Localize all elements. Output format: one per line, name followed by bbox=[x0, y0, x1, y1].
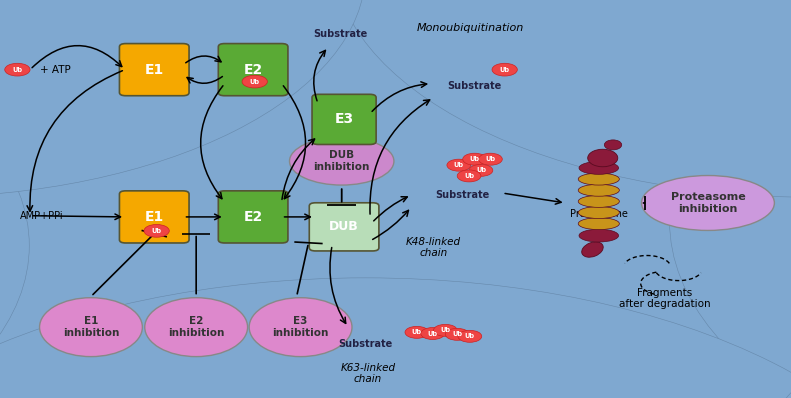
Text: Substrate: Substrate bbox=[436, 190, 490, 200]
Circle shape bbox=[433, 324, 457, 336]
Circle shape bbox=[0, 125, 791, 398]
Text: K48-linked
chain: K48-linked chain bbox=[406, 237, 461, 258]
Circle shape bbox=[0, 19, 791, 398]
Text: Ub: Ub bbox=[152, 228, 161, 234]
FancyBboxPatch shape bbox=[218, 191, 288, 243]
FancyBboxPatch shape bbox=[309, 203, 379, 251]
Ellipse shape bbox=[642, 176, 774, 230]
Ellipse shape bbox=[578, 184, 619, 196]
Text: E3: E3 bbox=[335, 112, 354, 127]
Circle shape bbox=[0, 0, 365, 197]
Circle shape bbox=[421, 328, 445, 339]
FancyBboxPatch shape bbox=[218, 44, 288, 96]
Circle shape bbox=[0, 0, 791, 370]
Circle shape bbox=[492, 63, 517, 76]
Text: Fragments
after degradation: Fragments after degradation bbox=[619, 288, 710, 309]
Circle shape bbox=[670, 0, 791, 398]
Circle shape bbox=[645, 0, 791, 201]
Circle shape bbox=[725, 0, 791, 398]
Ellipse shape bbox=[578, 207, 619, 219]
Circle shape bbox=[479, 153, 502, 165]
Text: Substrate: Substrate bbox=[339, 339, 392, 349]
Circle shape bbox=[0, 0, 90, 398]
Circle shape bbox=[0, 0, 110, 379]
Text: + ATP: + ATP bbox=[40, 64, 70, 75]
FancyBboxPatch shape bbox=[119, 44, 189, 96]
Text: Substrate: Substrate bbox=[313, 29, 367, 39]
Circle shape bbox=[0, 0, 138, 261]
Text: DUB
inhibition: DUB inhibition bbox=[313, 150, 370, 172]
Circle shape bbox=[242, 75, 267, 88]
Circle shape bbox=[144, 224, 169, 237]
Text: E1
inhibition: E1 inhibition bbox=[62, 316, 119, 338]
Text: K63-linked
chain: K63-linked chain bbox=[340, 363, 396, 384]
Text: E2
inhibition: E2 inhibition bbox=[168, 316, 225, 338]
Ellipse shape bbox=[578, 195, 619, 207]
Text: Ub: Ub bbox=[412, 329, 422, 336]
Circle shape bbox=[334, 0, 791, 197]
Circle shape bbox=[0, 0, 29, 398]
Text: E3
inhibition: E3 inhibition bbox=[272, 316, 329, 338]
Ellipse shape bbox=[588, 149, 618, 167]
Text: Ub: Ub bbox=[454, 162, 464, 168]
Ellipse shape bbox=[40, 298, 142, 357]
Text: Ub: Ub bbox=[441, 327, 450, 334]
Text: Proteasome
inhibition: Proteasome inhibition bbox=[671, 192, 745, 214]
Text: Ub: Ub bbox=[465, 333, 475, 339]
Ellipse shape bbox=[581, 242, 604, 257]
Circle shape bbox=[445, 328, 469, 340]
Ellipse shape bbox=[145, 298, 248, 357]
Circle shape bbox=[0, 4, 791, 398]
Text: E1: E1 bbox=[145, 62, 164, 77]
FancyBboxPatch shape bbox=[119, 191, 189, 243]
Text: E2: E2 bbox=[244, 62, 263, 77]
Text: Ub: Ub bbox=[452, 331, 462, 338]
Text: Monoubiquitination: Monoubiquitination bbox=[417, 23, 524, 33]
Text: Ub: Ub bbox=[13, 66, 22, 73]
Text: AMP+PPi: AMP+PPi bbox=[20, 211, 63, 221]
Circle shape bbox=[458, 330, 482, 342]
Text: Ub: Ub bbox=[476, 167, 486, 174]
Circle shape bbox=[430, 0, 791, 41]
Circle shape bbox=[5, 63, 30, 76]
FancyBboxPatch shape bbox=[312, 94, 377, 144]
Text: Substrate: Substrate bbox=[448, 80, 501, 91]
Circle shape bbox=[782, 0, 791, 371]
Text: Ub: Ub bbox=[500, 66, 509, 73]
Text: Proteasome: Proteasome bbox=[570, 209, 627, 219]
Ellipse shape bbox=[578, 218, 619, 230]
Circle shape bbox=[447, 159, 471, 171]
Circle shape bbox=[457, 170, 481, 182]
Circle shape bbox=[750, 262, 791, 398]
Circle shape bbox=[405, 326, 429, 338]
Ellipse shape bbox=[579, 162, 619, 174]
Ellipse shape bbox=[578, 173, 619, 185]
Circle shape bbox=[0, 0, 4, 209]
Text: Ub: Ub bbox=[428, 330, 437, 337]
Ellipse shape bbox=[249, 298, 352, 357]
Text: E2: E2 bbox=[244, 210, 263, 224]
Ellipse shape bbox=[579, 229, 619, 242]
Ellipse shape bbox=[290, 137, 394, 185]
Ellipse shape bbox=[604, 140, 622, 150]
Circle shape bbox=[779, 0, 791, 253]
Circle shape bbox=[0, 0, 463, 41]
Text: Ub: Ub bbox=[464, 173, 474, 179]
Circle shape bbox=[0, 278, 791, 398]
Text: Ub: Ub bbox=[250, 78, 259, 85]
Text: Ub: Ub bbox=[486, 156, 495, 162]
Circle shape bbox=[469, 164, 493, 176]
Text: E1: E1 bbox=[145, 210, 164, 224]
Text: Ub: Ub bbox=[470, 156, 479, 162]
Text: DUB: DUB bbox=[329, 220, 359, 233]
Circle shape bbox=[0, 100, 59, 398]
Circle shape bbox=[463, 153, 486, 165]
